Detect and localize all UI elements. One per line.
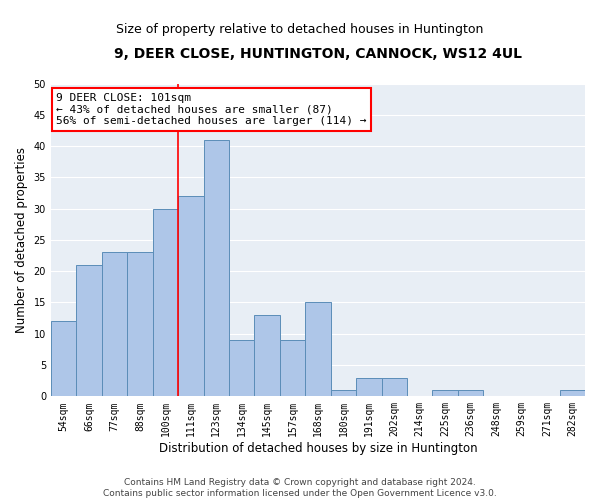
Bar: [51, 322, 76, 396]
Bar: [382, 378, 407, 396]
Bar: [203, 140, 229, 396]
Bar: [280, 340, 305, 396]
Text: Size of property relative to detached houses in Huntington: Size of property relative to detached ho…: [116, 22, 484, 36]
X-axis label: Distribution of detached houses by size in Huntington: Distribution of detached houses by size …: [158, 442, 477, 455]
Bar: [229, 340, 254, 396]
Bar: [331, 390, 356, 396]
Bar: [433, 390, 458, 396]
Bar: [560, 390, 585, 396]
Bar: [254, 315, 280, 396]
Y-axis label: Number of detached properties: Number of detached properties: [15, 147, 28, 333]
Bar: [178, 196, 203, 396]
Bar: [102, 252, 127, 396]
Bar: [127, 252, 152, 396]
Bar: [356, 378, 382, 396]
Bar: [305, 302, 331, 396]
Text: 9 DEER CLOSE: 101sqm
← 43% of detached houses are smaller (87)
56% of semi-detac: 9 DEER CLOSE: 101sqm ← 43% of detached h…: [56, 93, 367, 126]
Bar: [152, 208, 178, 396]
Bar: [76, 265, 102, 396]
Bar: [458, 390, 483, 396]
Title: 9, DEER CLOSE, HUNTINGTON, CANNOCK, WS12 4UL: 9, DEER CLOSE, HUNTINGTON, CANNOCK, WS12…: [114, 48, 522, 62]
Text: Contains HM Land Registry data © Crown copyright and database right 2024.
Contai: Contains HM Land Registry data © Crown c…: [103, 478, 497, 498]
